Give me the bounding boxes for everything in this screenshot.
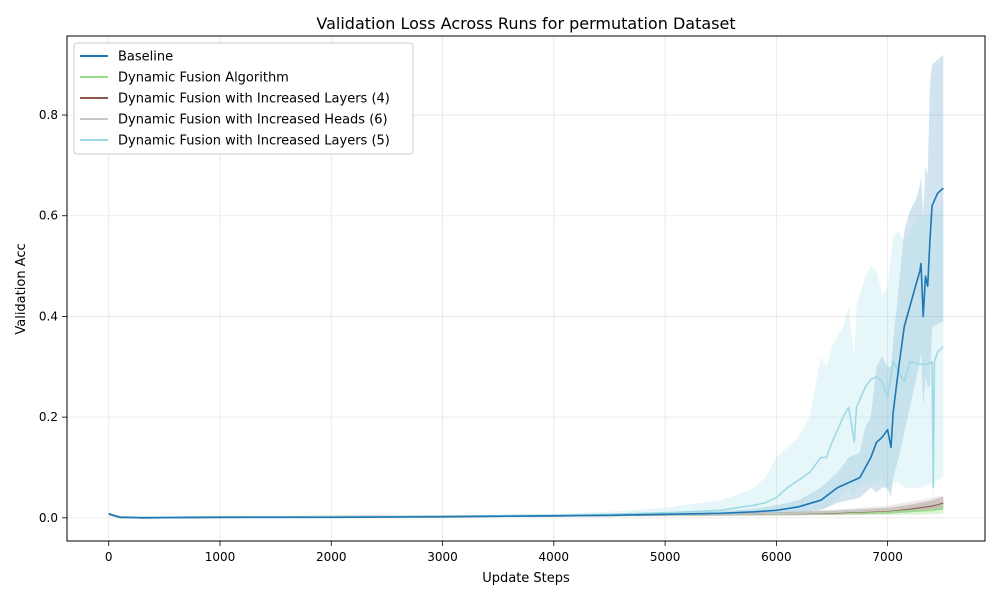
series-band-1 — [108, 54, 944, 518]
x-tick-label: 0 — [105, 550, 113, 564]
chart-title: Validation Loss Across Runs for permutat… — [316, 14, 735, 33]
plot-frame — [66, 35, 986, 542]
y-tick-label: 0.2 — [39, 410, 58, 424]
y-tick-label: 0.6 — [39, 209, 58, 223]
x-tick-label: 2000 — [316, 550, 347, 564]
legend-label: Dynamic Fusion with Increased Layers (4) — [118, 92, 390, 107]
series-line-5 — [108, 346, 944, 519]
y-axis-label: Validation Acc — [14, 243, 29, 334]
x-tick-label: 6000 — [761, 550, 792, 564]
legend-label: Dynamic Fusion Algorithm — [118, 71, 289, 86]
legend-label: Dynamic Fusion with Increased Layers (5) — [118, 134, 390, 149]
series-line-1 — [108, 187, 944, 519]
x-tick-label: 7000 — [872, 550, 903, 564]
y-tick-label: 0.4 — [39, 309, 58, 323]
legend-label: Baseline — [118, 50, 173, 65]
x-tick-label: 4000 — [539, 550, 570, 564]
x-tick-label: 1000 — [205, 550, 236, 564]
legend-label: Dynamic Fusion with Increased Heads (6) — [118, 113, 388, 128]
x-axis-label: Update Steps — [482, 571, 570, 586]
y-tick-label: 0.8 — [39, 108, 58, 122]
x-tick-label: 3000 — [427, 550, 458, 564]
legend-box — [73, 42, 414, 155]
x-tick-label: 5000 — [650, 550, 681, 564]
y-tick-label: 0.0 — [39, 511, 58, 525]
axis-ticks: 0 1000 2000 3000 4000 5000 6000 7000 0.0 0.2 0.4 0.… — [39, 108, 903, 564]
series-lines — [108, 187, 944, 519]
legend: Baseline Dynamic Fusion Algorithm Dynamic … — [73, 42, 414, 155]
